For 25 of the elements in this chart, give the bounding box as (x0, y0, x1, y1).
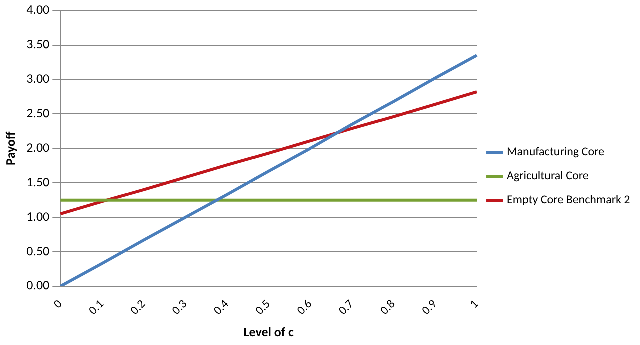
x-tick-label: 0.9 (420, 298, 440, 318)
x-tick-label: 0.4 (211, 298, 232, 318)
y-tick-label: 1.50 (26, 175, 50, 190)
x-tick-label: 0.8 (378, 298, 399, 318)
x-tick-label: 0 (51, 298, 66, 312)
x-tick-label: 0.7 (336, 298, 358, 318)
x-tick-label: 0.6 (294, 298, 316, 318)
y-tick-label: 0.00 (26, 278, 50, 294)
legend-label: Manufacturing Core (507, 146, 605, 160)
y-tick-label: 0.50 (26, 244, 50, 260)
y-tick-label: 2.00 (26, 140, 50, 156)
x-tick-label: 0.2 (128, 298, 149, 318)
x-tick-label: 0.5 (253, 298, 274, 318)
x-tick-label: 0.3 (170, 298, 191, 318)
x-tick-label: 1 (468, 298, 482, 312)
y-tick-label: 3.50 (26, 38, 50, 53)
y-tick-label: 4.00 (26, 3, 50, 18)
y-tick-label: 3.00 (26, 72, 50, 87)
legend-label: Agricultural Core (507, 170, 589, 184)
legend-label: Empty Core Benchmark 2 (507, 194, 630, 208)
y-tick-label: 1.00 (26, 210, 50, 225)
x-axis-title: Level of c (244, 325, 294, 340)
x-tick-label: 0.1 (86, 298, 108, 318)
y-axis-title: Payoff (4, 132, 20, 166)
y-tick-label: 2.50 (26, 106, 50, 122)
